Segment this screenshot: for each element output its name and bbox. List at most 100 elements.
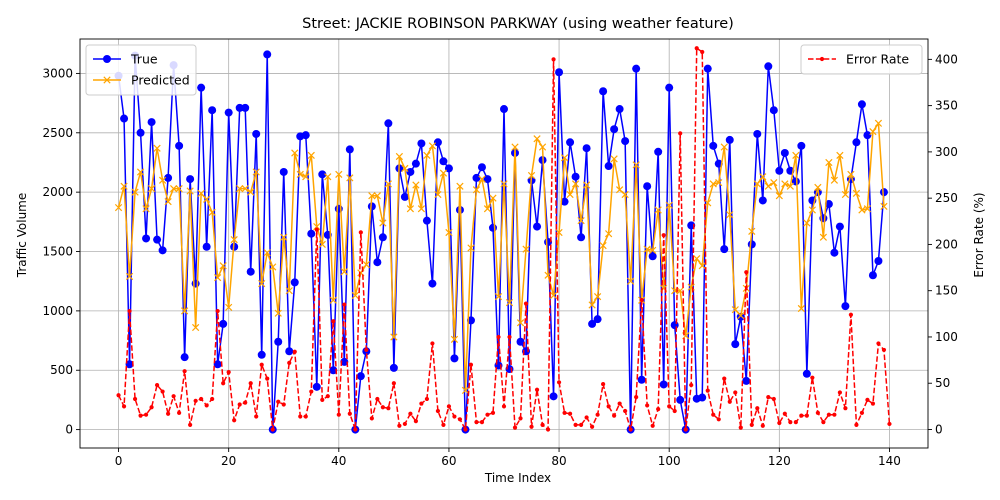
data-point: [505, 298, 514, 307]
data-point: [819, 233, 828, 241]
data-point: [116, 393, 121, 398]
data-point: [186, 175, 195, 184]
y-tick-label-left: 0: [65, 423, 73, 437]
data-point: [720, 143, 728, 151]
data-point: [143, 412, 149, 417]
data-point: [177, 410, 182, 415]
data-point: [411, 159, 420, 168]
data-point: [744, 270, 749, 275]
y-tick-label-left: 2000: [42, 185, 73, 199]
data-point: [292, 349, 297, 354]
data-point: [472, 186, 481, 194]
data-point: [578, 422, 584, 427]
data-point: [645, 403, 650, 408]
data-point: [512, 425, 518, 430]
legend-entry: Predicted: [93, 73, 190, 88]
data-point: [336, 412, 341, 417]
data-point: [202, 242, 211, 251]
data-point: [788, 419, 793, 425]
data-point: [760, 423, 765, 428]
data-point: [726, 211, 734, 219]
data-point: [841, 190, 850, 199]
data-point: [582, 181, 591, 189]
data-point: [237, 402, 242, 407]
data-point: [188, 422, 193, 427]
data-point: [270, 427, 275, 432]
data-point: [384, 180, 392, 188]
legend-label: True: [130, 52, 158, 67]
legend-entry: Error Rate: [808, 52, 909, 67]
data-point: [274, 337, 283, 346]
data-point: [307, 151, 315, 159]
data-point: [164, 198, 172, 206]
data-point: [759, 173, 767, 181]
data-point: [667, 404, 672, 409]
data-point: [468, 362, 474, 367]
data-point: [121, 404, 127, 409]
data-point: [632, 161, 640, 169]
data-point: [193, 398, 198, 403]
data-point: [843, 406, 848, 411]
data-point: [324, 173, 332, 181]
data-point: [551, 57, 556, 62]
data-point: [621, 190, 629, 199]
data-point: [166, 411, 171, 416]
data-point: [186, 187, 194, 195]
data-point: [698, 393, 707, 402]
data-point: [665, 83, 674, 92]
data-point: [507, 334, 512, 340]
data-point: [628, 427, 633, 432]
x-tick-label: 60: [441, 454, 456, 468]
data-point: [540, 422, 545, 427]
data-point: [367, 202, 376, 211]
legend-box: [800, 44, 923, 75]
data-point: [408, 411, 413, 416]
data-point: [837, 390, 842, 395]
data-point: [303, 414, 308, 419]
data-point: [375, 396, 380, 402]
data-point: [457, 417, 463, 422]
data-point: [560, 197, 569, 206]
data-point: [472, 173, 481, 182]
data-point: [439, 169, 448, 177]
data-point: [246, 267, 255, 276]
data-point: [753, 180, 761, 188]
data-point: [358, 230, 363, 235]
y-axis-label-right: Error Rate (%): [972, 192, 986, 277]
data-point: [446, 404, 452, 409]
data-point: [419, 401, 424, 406]
data-point: [142, 234, 151, 243]
data-point: [755, 406, 760, 411]
data-point: [700, 49, 705, 55]
data-point: [232, 418, 237, 423]
x-tick-label: 120: [768, 454, 791, 468]
data-point: [522, 245, 530, 253]
data-point: [203, 195, 211, 203]
data-point: [158, 176, 167, 184]
data-point: [342, 302, 347, 307]
data-point: [252, 168, 260, 176]
data-point: [639, 297, 644, 303]
data-point: [489, 194, 497, 202]
data-point: [802, 369, 811, 378]
data-point: [835, 222, 844, 231]
data-point: [725, 135, 734, 144]
data-point: [214, 274, 222, 282]
data-point: [490, 410, 496, 415]
data-point: [815, 410, 820, 415]
data-point: [764, 62, 773, 71]
data-point: [380, 405, 385, 410]
y-axis-label-left: Traffic Volume: [15, 193, 29, 279]
data-point: [676, 395, 685, 404]
data-point: [125, 272, 134, 281]
data-point: [748, 227, 756, 235]
data-point: [243, 400, 248, 405]
data-point: [215, 308, 220, 314]
data-point: [197, 189, 205, 197]
data-point: [852, 138, 861, 147]
data-point: [533, 135, 541, 143]
data-point: [258, 279, 266, 288]
data-point: [406, 167, 415, 176]
data-point: [208, 106, 217, 115]
data-point: [698, 262, 706, 270]
